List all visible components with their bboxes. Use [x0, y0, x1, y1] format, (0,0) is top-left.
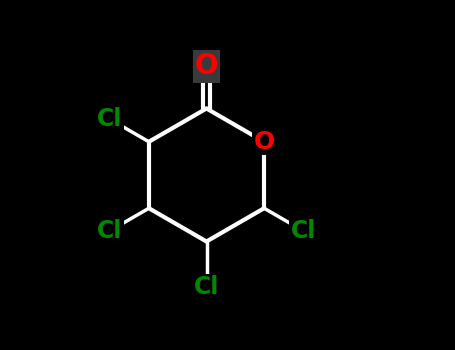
Text: O: O — [253, 130, 275, 154]
Text: Cl: Cl — [194, 275, 219, 299]
Text: O: O — [195, 52, 218, 80]
Text: Cl: Cl — [291, 219, 316, 243]
Text: Cl: Cl — [97, 107, 122, 131]
Text: Cl: Cl — [97, 219, 122, 243]
